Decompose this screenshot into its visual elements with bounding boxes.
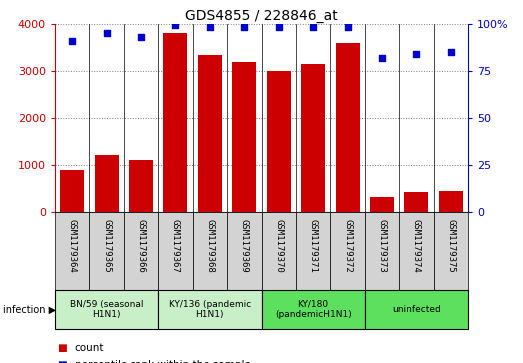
- Bar: [158, 290, 262, 329]
- Bar: [434, 212, 468, 290]
- Bar: [262, 290, 365, 329]
- Point: [275, 24, 283, 30]
- Bar: [89, 212, 124, 290]
- Bar: [198, 55, 222, 212]
- Point: [309, 24, 317, 30]
- Point: [378, 55, 386, 61]
- Text: BN/59 (seasonal
H1N1): BN/59 (seasonal H1N1): [70, 300, 143, 319]
- Point: [240, 24, 248, 30]
- Bar: [55, 212, 89, 290]
- Text: GSM1179366: GSM1179366: [137, 219, 145, 272]
- Text: ■: ■: [58, 343, 67, 354]
- Point: [103, 30, 111, 36]
- Bar: [158, 212, 192, 290]
- Text: infection ▶: infection ▶: [3, 305, 56, 314]
- Bar: [232, 62, 256, 212]
- Point: [447, 49, 455, 55]
- Text: GSM1179368: GSM1179368: [206, 219, 214, 272]
- Bar: [296, 212, 331, 290]
- Bar: [365, 212, 399, 290]
- Bar: [227, 212, 262, 290]
- Text: GSM1179365: GSM1179365: [102, 219, 111, 272]
- Text: ■: ■: [58, 360, 67, 363]
- Text: GSM1179371: GSM1179371: [309, 219, 317, 272]
- Text: percentile rank within the sample: percentile rank within the sample: [75, 360, 251, 363]
- Bar: [439, 191, 463, 212]
- Text: KY/136 (pandemic
H1N1): KY/136 (pandemic H1N1): [169, 300, 251, 319]
- Bar: [129, 159, 153, 212]
- Point: [171, 23, 179, 28]
- Bar: [262, 212, 296, 290]
- Bar: [60, 170, 84, 212]
- Bar: [399, 212, 434, 290]
- Point: [68, 38, 76, 44]
- Text: GSM1179373: GSM1179373: [378, 219, 386, 272]
- Bar: [365, 290, 468, 329]
- Bar: [336, 44, 360, 212]
- Bar: [124, 212, 158, 290]
- Text: GSM1179364: GSM1179364: [67, 219, 77, 272]
- Bar: [301, 64, 325, 212]
- Text: GSM1179372: GSM1179372: [343, 219, 352, 272]
- Text: GSM1179374: GSM1179374: [412, 219, 421, 272]
- Text: GSM1179375: GSM1179375: [446, 219, 456, 272]
- Bar: [331, 212, 365, 290]
- Bar: [163, 33, 187, 212]
- Bar: [404, 192, 428, 212]
- Point: [412, 51, 420, 57]
- Text: GSM1179367: GSM1179367: [171, 219, 180, 272]
- Bar: [95, 155, 119, 212]
- Point: [344, 24, 352, 30]
- Bar: [55, 290, 158, 329]
- Point: [137, 34, 145, 40]
- Point: [206, 24, 214, 30]
- Text: GSM1179369: GSM1179369: [240, 219, 249, 272]
- Bar: [267, 71, 291, 212]
- Text: GSM1179370: GSM1179370: [274, 219, 283, 272]
- Text: uninfected: uninfected: [392, 305, 441, 314]
- Text: KY/180
(pandemicH1N1): KY/180 (pandemicH1N1): [275, 300, 351, 319]
- Bar: [192, 212, 227, 290]
- Title: GDS4855 / 228846_at: GDS4855 / 228846_at: [185, 9, 338, 23]
- Bar: [370, 197, 394, 212]
- Text: count: count: [75, 343, 104, 354]
